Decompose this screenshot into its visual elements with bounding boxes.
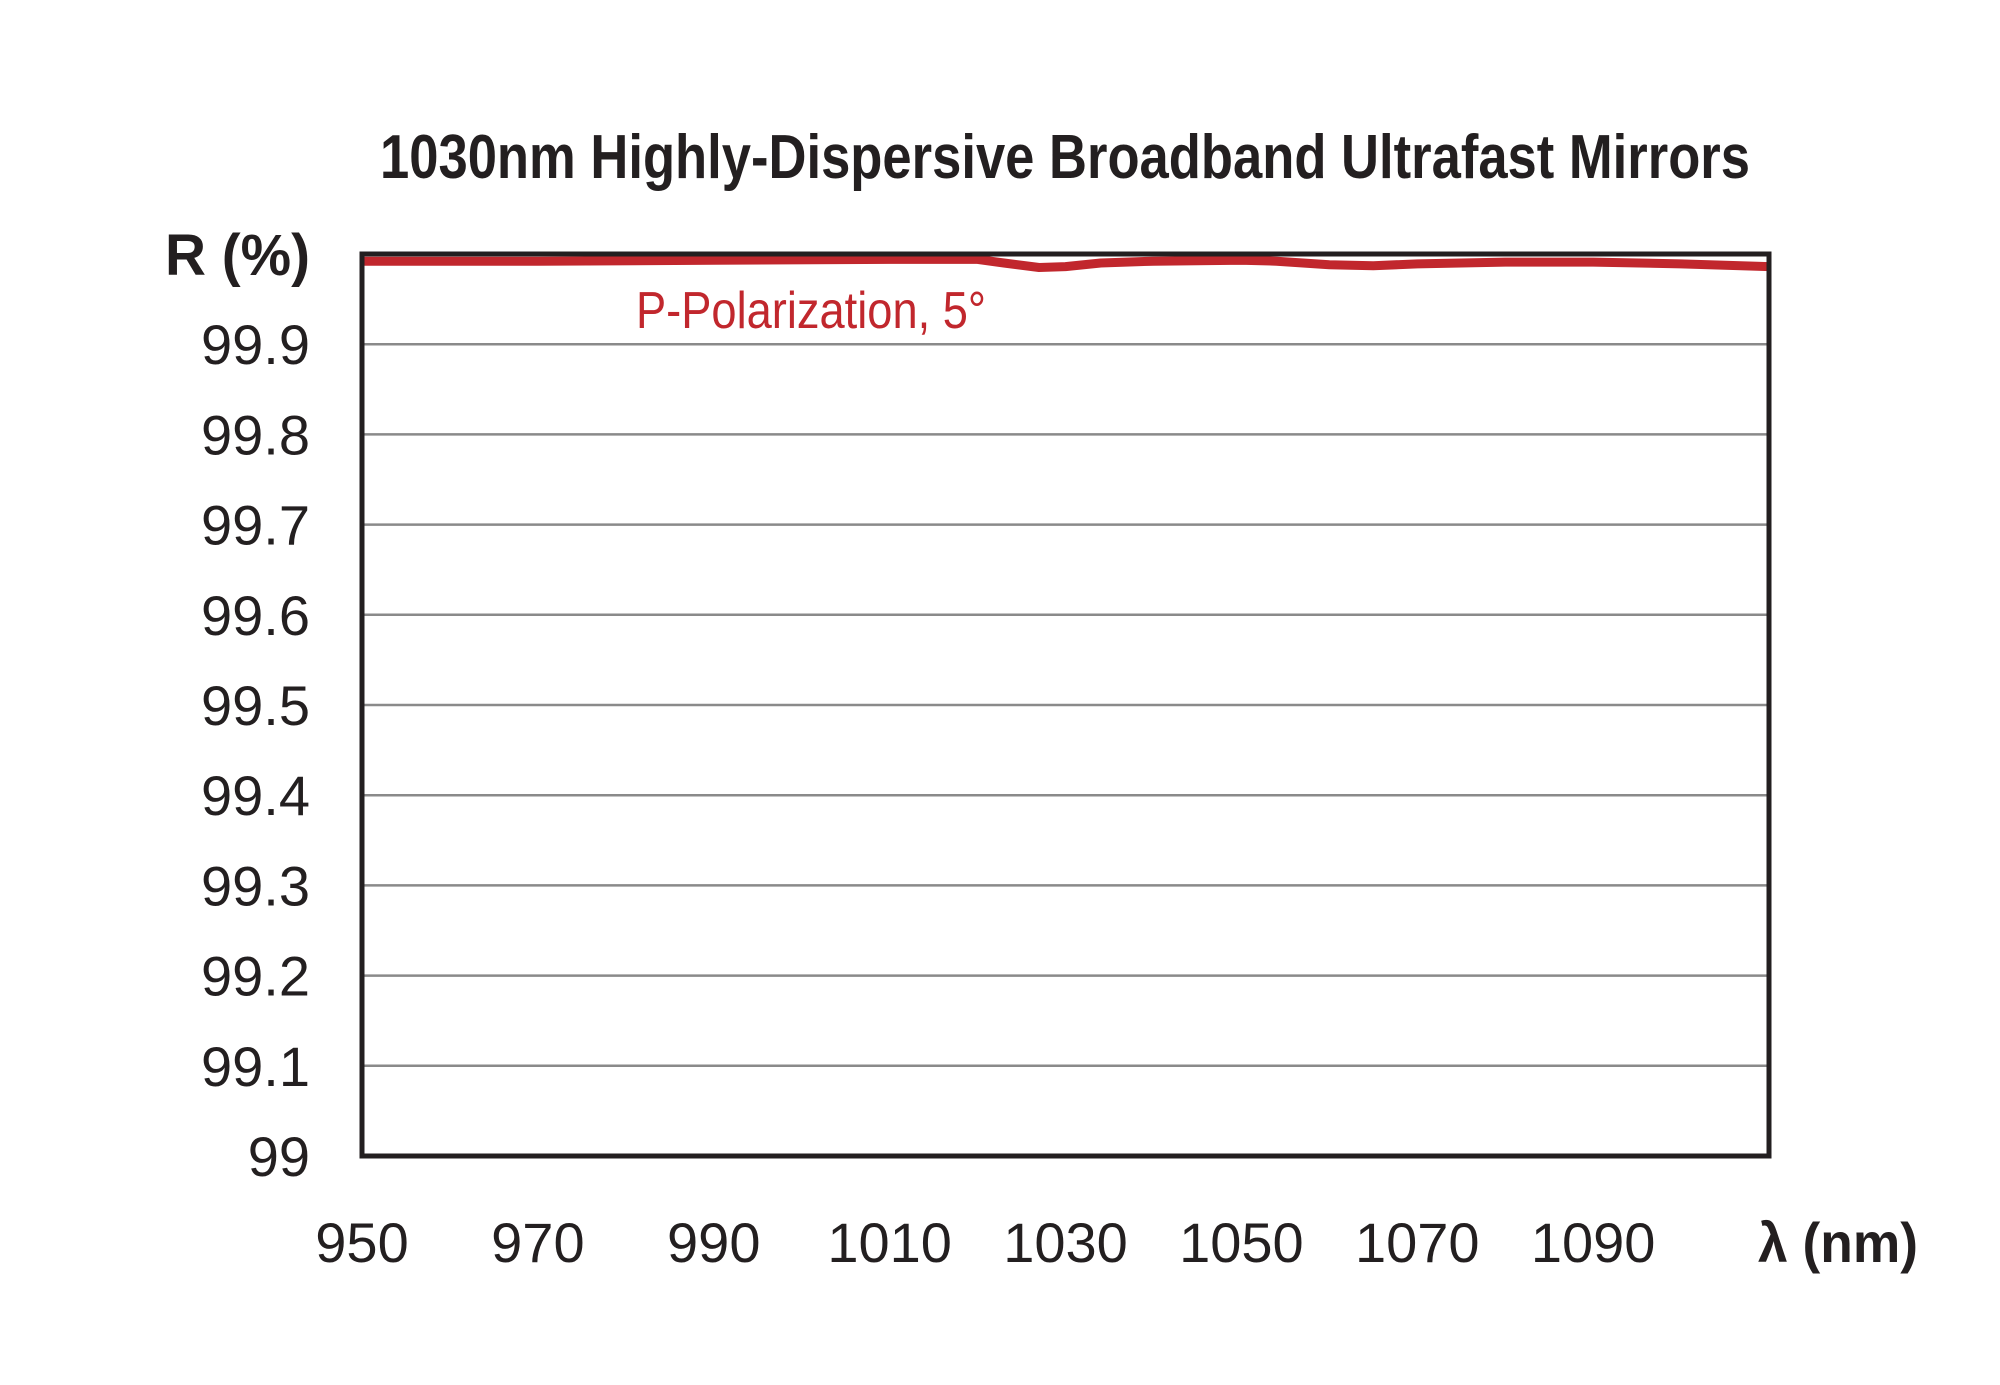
x-tick-label: 1010 bbox=[827, 1211, 952, 1274]
x-tick-label: 1050 bbox=[1179, 1211, 1304, 1274]
chart-title: 1030nm Highly-Dispersive Broadband Ultra… bbox=[380, 123, 1750, 192]
y-tick-label: 99.4 bbox=[201, 764, 310, 827]
y-tick-label: 99.3 bbox=[201, 854, 310, 917]
y-tick-label: 99.5 bbox=[201, 674, 310, 737]
x-tick-label: 950 bbox=[315, 1211, 408, 1274]
x-tick-label: 1090 bbox=[1531, 1211, 1656, 1274]
series-label: P-Polarization, 5° bbox=[636, 282, 986, 340]
y-tick-label: 99.1 bbox=[201, 1035, 310, 1098]
x-tick-label: 1030 bbox=[1003, 1211, 1128, 1274]
plot-frame bbox=[359, 251, 1772, 1159]
x-tick-label: 990 bbox=[667, 1211, 760, 1274]
y-tick-label: 99.7 bbox=[201, 494, 310, 557]
y-tick-label: 99.2 bbox=[201, 945, 310, 1008]
series-line-p-polarization bbox=[362, 254, 1769, 272]
y-tick-label: 99 bbox=[248, 1125, 310, 1188]
x-axis-label: λ (nm) bbox=[1758, 1211, 1918, 1274]
y-axis-label: R (%) bbox=[165, 223, 310, 288]
x-tick-label: 1070 bbox=[1355, 1211, 1480, 1274]
y-tick-label: 99.6 bbox=[201, 584, 310, 647]
y-tick-label: 99.8 bbox=[201, 403, 310, 466]
x-tick-label: 970 bbox=[491, 1211, 584, 1274]
y-tick-label: 99.9 bbox=[201, 313, 310, 376]
